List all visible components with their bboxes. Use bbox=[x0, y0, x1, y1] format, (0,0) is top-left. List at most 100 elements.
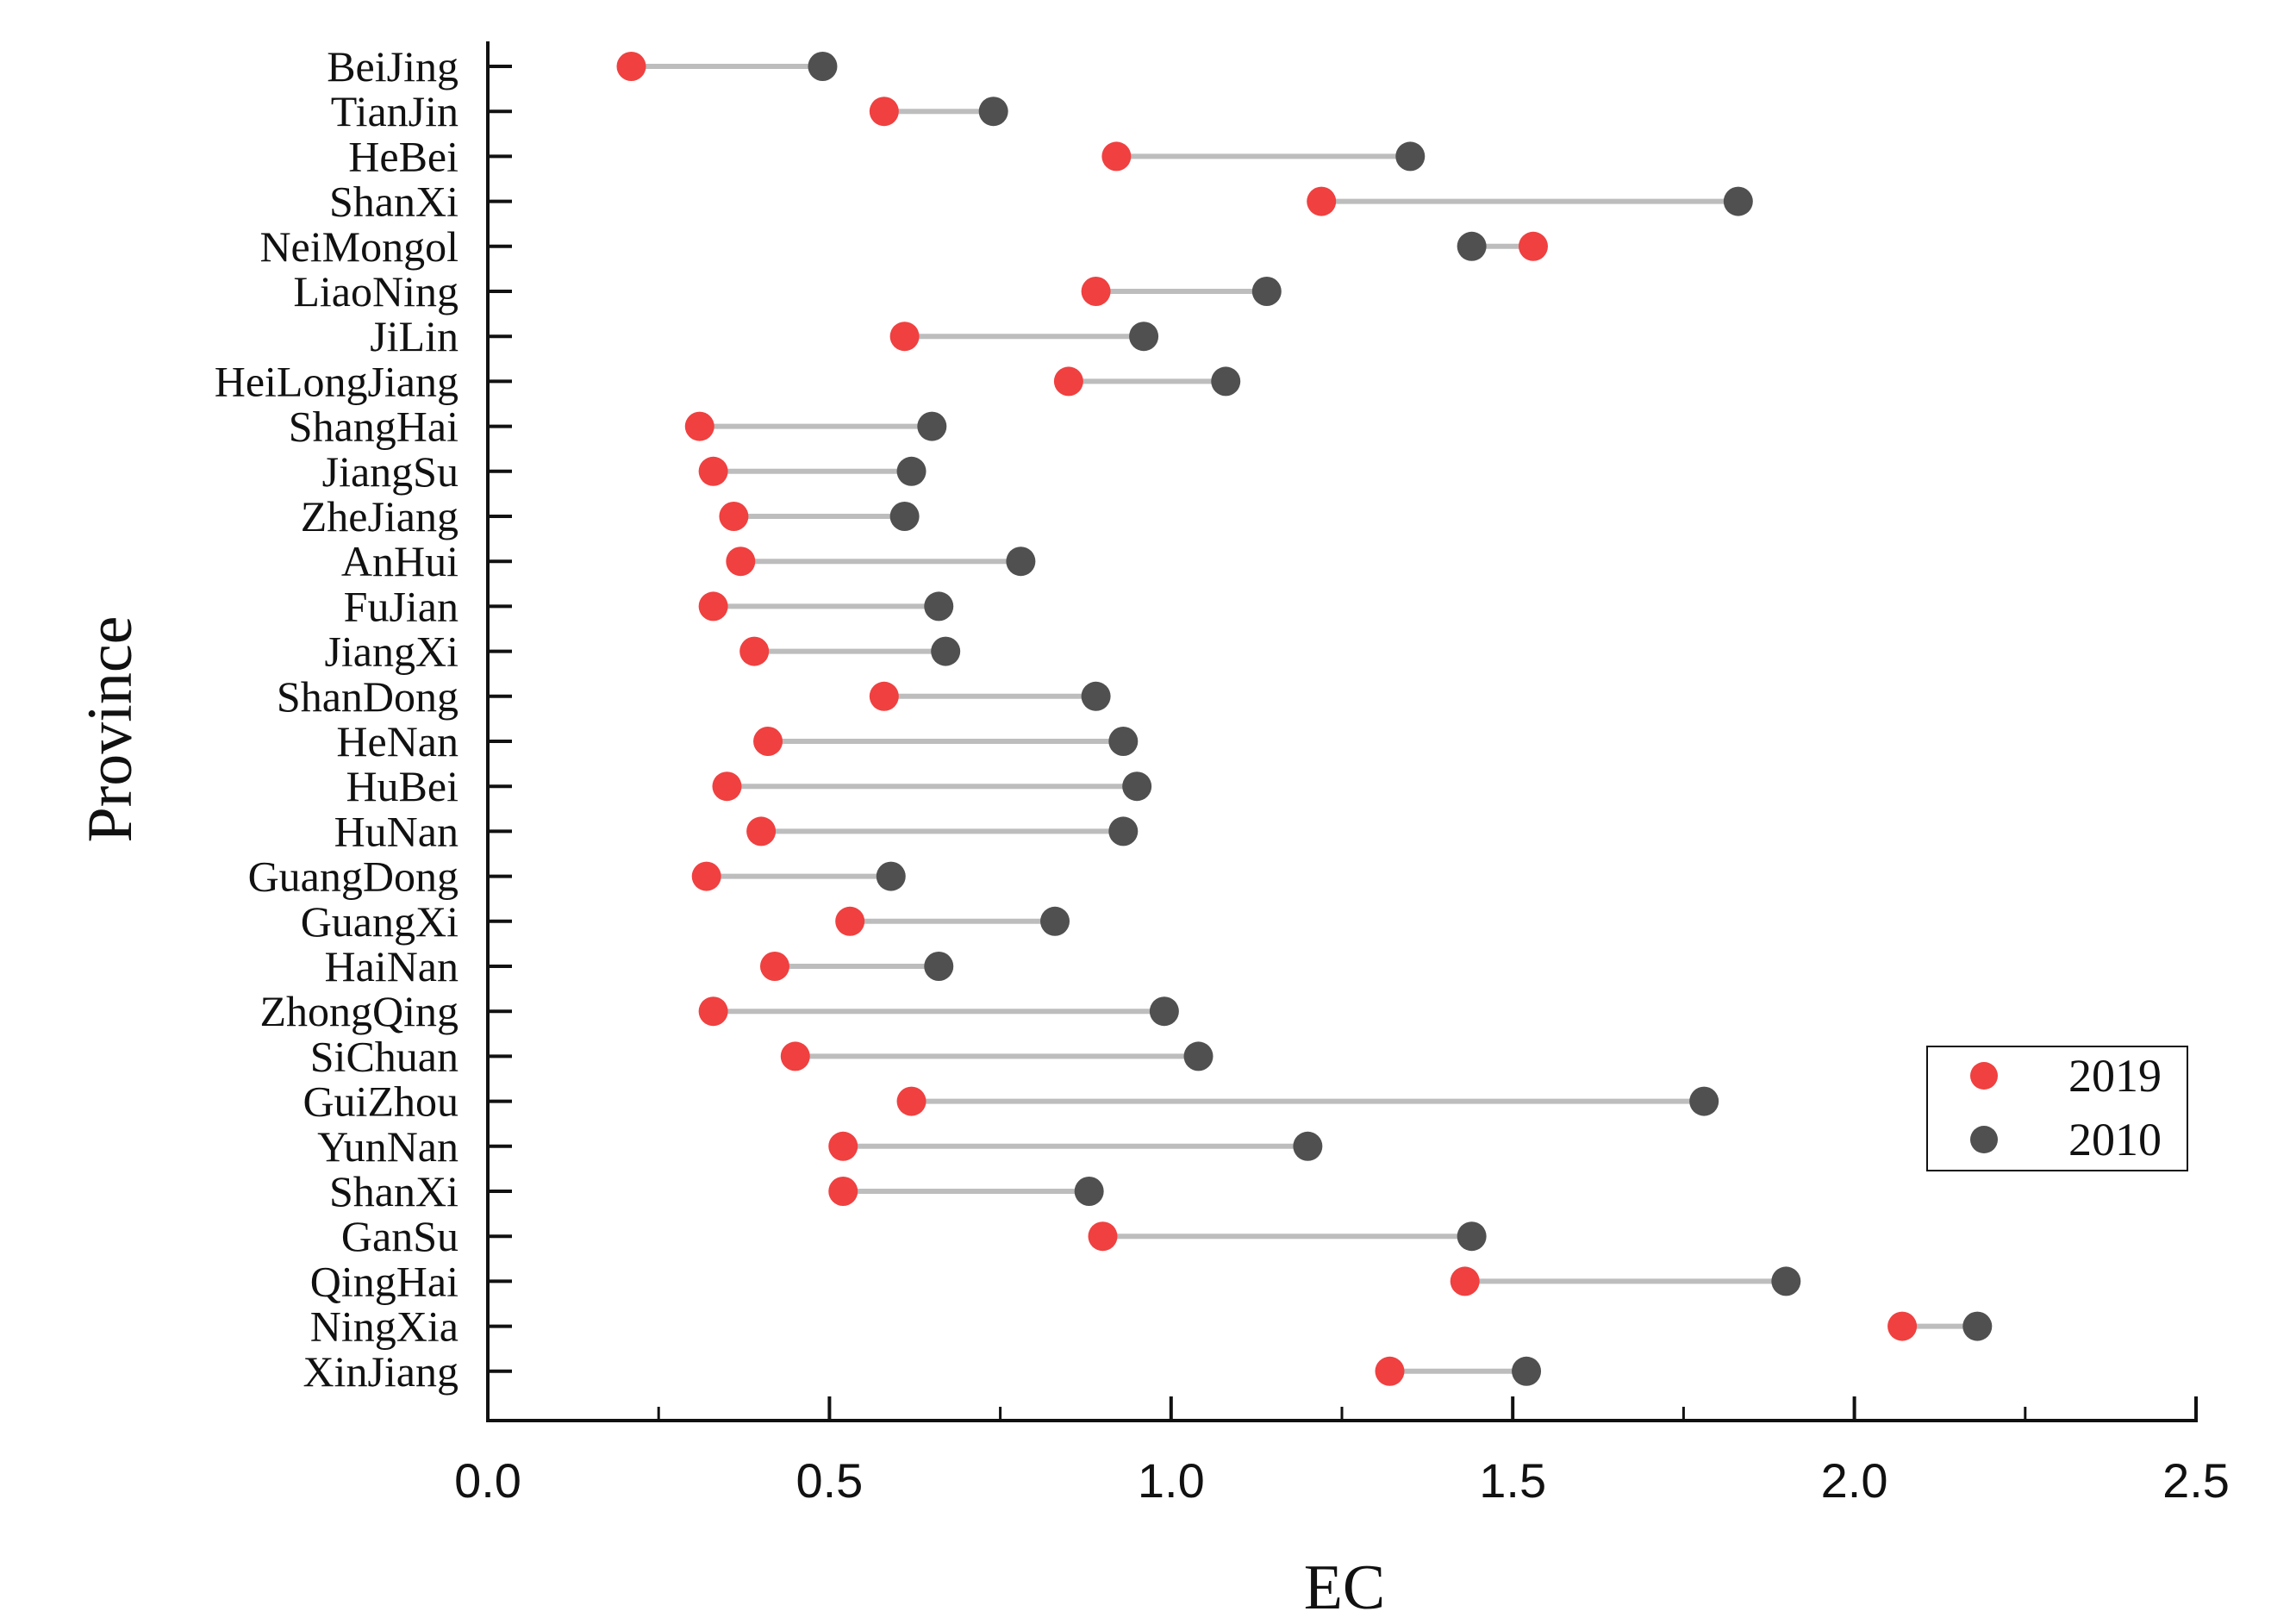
x-tick-label: 0.0 bbox=[454, 1453, 521, 1508]
point-2010 bbox=[1149, 996, 1179, 1027]
y-tick-label: NeiMongol bbox=[259, 222, 459, 271]
y-tick-label: XinJiang bbox=[303, 1347, 459, 1396]
point-2010 bbox=[808, 52, 838, 81]
y-tick-label: ShanXi bbox=[329, 1167, 459, 1215]
y-tick-label: JiangSu bbox=[322, 447, 459, 496]
point-2019 bbox=[1081, 277, 1111, 306]
point-2019 bbox=[828, 1131, 858, 1161]
point-2019 bbox=[759, 952, 789, 981]
point-2010 bbox=[1211, 366, 1241, 397]
point-2019 bbox=[869, 681, 899, 711]
point-2019 bbox=[691, 861, 721, 891]
y-tick-label: YunNan bbox=[317, 1122, 459, 1171]
y-tick-label: QingHai bbox=[310, 1257, 459, 1305]
point-2019 bbox=[1375, 1356, 1405, 1386]
point-2019 bbox=[1101, 141, 1132, 172]
y-tick-label: ShanDong bbox=[277, 672, 459, 721]
y-tick-label: ZhongQing bbox=[259, 987, 459, 1035]
point-2019 bbox=[896, 1086, 927, 1116]
point-2010 bbox=[1251, 277, 1282, 306]
legend-marker-2019 bbox=[1970, 1062, 1998, 1090]
point-2010 bbox=[1689, 1086, 1719, 1116]
points bbox=[616, 52, 1993, 1386]
x-tick-label: 0.5 bbox=[795, 1453, 863, 1508]
y-tick-label: TianJin bbox=[331, 87, 459, 135]
x-tick-label: 2.5 bbox=[2162, 1453, 2230, 1508]
x-axis-title: EC bbox=[1304, 1552, 1386, 1623]
y-tick-label: GuangXi bbox=[301, 897, 459, 946]
point-2019 bbox=[828, 1177, 858, 1206]
y-tick-label: SiChuan bbox=[310, 1032, 459, 1080]
point-2010 bbox=[1108, 816, 1139, 846]
point-2010 bbox=[1962, 1311, 1993, 1341]
point-2019 bbox=[616, 52, 646, 81]
point-2019 bbox=[684, 411, 714, 441]
point-2019 bbox=[739, 636, 770, 666]
point-2010 bbox=[1129, 322, 1159, 352]
point-2010 bbox=[1457, 231, 1487, 261]
point-2019 bbox=[698, 456, 728, 486]
point-2019 bbox=[1887, 1311, 1918, 1341]
legend-label-2019: 2019 bbox=[2068, 1050, 2162, 1102]
point-2019 bbox=[780, 1041, 810, 1071]
y-tick-label: HeiLongJiang bbox=[215, 357, 459, 405]
point-2010 bbox=[924, 952, 954, 981]
connectors bbox=[631, 64, 1978, 1374]
point-2010 bbox=[1293, 1131, 1323, 1161]
point-2010 bbox=[1395, 141, 1426, 172]
y-tick-label: HuNan bbox=[334, 807, 459, 855]
y-tick-label: GuiZhou bbox=[303, 1077, 459, 1126]
point-2019 bbox=[746, 816, 777, 846]
legend-label-2010: 2010 bbox=[2068, 1114, 2162, 1165]
point-2010 bbox=[1122, 771, 1152, 802]
y-tick-label: NingXia bbox=[310, 1302, 459, 1351]
point-2019 bbox=[712, 771, 742, 802]
point-2010 bbox=[931, 636, 961, 666]
point-2010 bbox=[924, 591, 954, 621]
point-2010 bbox=[1771, 1266, 1801, 1296]
y-axis-title: Province bbox=[75, 615, 146, 842]
point-2010 bbox=[1074, 1177, 1104, 1206]
y-tick-label: BeiJing bbox=[327, 42, 459, 91]
point-2010 bbox=[1108, 727, 1139, 756]
y-tick-label: HeBei bbox=[348, 132, 459, 180]
point-2010 bbox=[876, 861, 906, 891]
point-2010 bbox=[917, 411, 947, 441]
y-tick-label: HuBei bbox=[346, 762, 459, 810]
point-2010 bbox=[1183, 1041, 1214, 1071]
y-tick-label: HeNan bbox=[336, 717, 459, 765]
legend-box bbox=[1926, 1046, 2188, 1171]
point-2010 bbox=[1040, 906, 1070, 936]
point-2019 bbox=[1518, 231, 1548, 261]
point-2010 bbox=[1512, 1356, 1542, 1386]
legend: 2019 2010 bbox=[1926, 1046, 2188, 1171]
x-tick-label: 2.0 bbox=[1821, 1453, 1888, 1508]
y-tick-label: JiLin bbox=[370, 312, 459, 360]
legend-marker-2010 bbox=[1970, 1126, 1998, 1153]
y-ticks: BeiJingTianJinHeBeiShanXiNeiMongolLiaoNi… bbox=[215, 42, 512, 1396]
point-2019 bbox=[869, 97, 899, 127]
y-tick-label: ShangHai bbox=[289, 403, 459, 451]
point-2019 bbox=[1088, 1221, 1118, 1252]
x-ticks: 0.0 0.5 1.0 1.5 2.0 2.5 bbox=[454, 1396, 2230, 1508]
y-tick-label: ZheJiang bbox=[301, 492, 459, 540]
y-tick-label: HaiNan bbox=[325, 942, 459, 990]
point-2010 bbox=[1081, 681, 1111, 711]
point-2010 bbox=[1723, 186, 1753, 216]
point-2010 bbox=[889, 502, 920, 531]
point-2019 bbox=[698, 591, 728, 621]
point-2019 bbox=[835, 906, 865, 936]
y-tick-label: LiaoNing bbox=[293, 267, 459, 315]
point-2019 bbox=[1307, 186, 1337, 216]
point-2010 bbox=[896, 456, 927, 486]
point-2019 bbox=[698, 996, 728, 1027]
x-tick-label: 1.5 bbox=[1479, 1453, 1546, 1508]
y-tick-label: GuangDong bbox=[248, 853, 459, 901]
x-tick-label: 1.0 bbox=[1138, 1453, 1205, 1508]
y-tick-label: JiangXi bbox=[324, 628, 459, 676]
y-tick-label: FuJian bbox=[344, 582, 459, 630]
point-2019 bbox=[889, 322, 920, 352]
y-tick-label: ShanXi bbox=[329, 178, 459, 226]
point-2019 bbox=[1053, 366, 1083, 397]
